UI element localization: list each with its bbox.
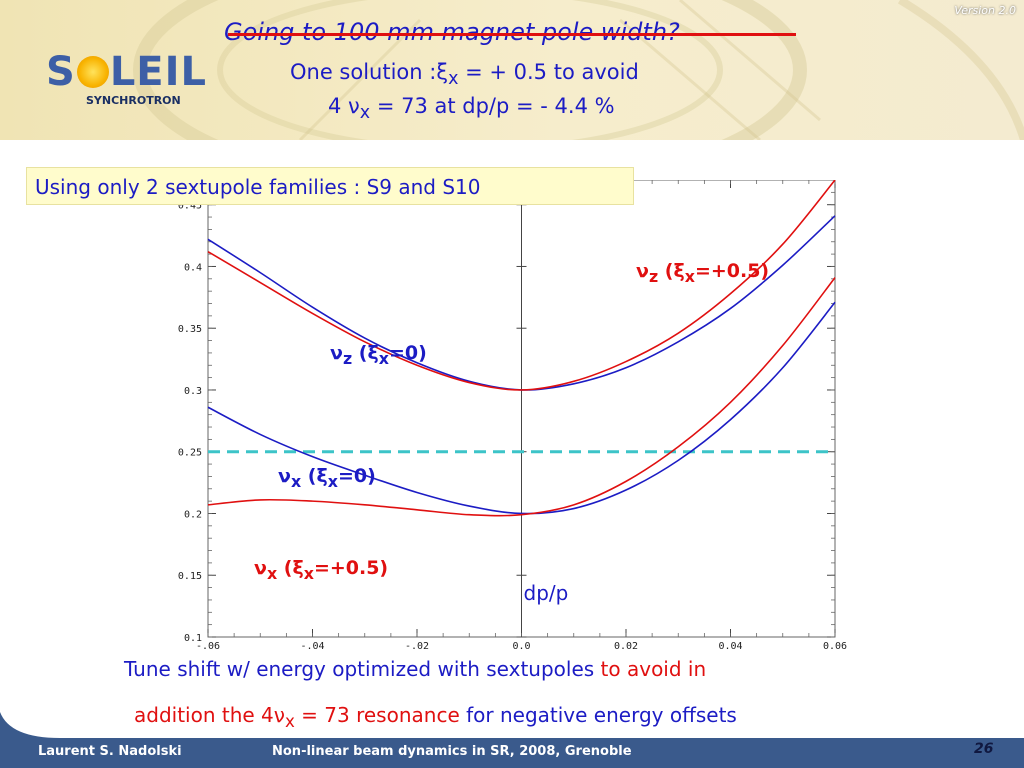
sextupole-note: Using only 2 sextupole families : S9 and…: [26, 167, 634, 205]
y-tick-label: 0.4: [184, 262, 202, 273]
y-tick-label: 0.15: [178, 571, 202, 582]
x-tick-label: -.04: [300, 641, 324, 650]
annotation-nux-xi05: νx (ξx=+0.5): [254, 557, 389, 583]
x-tick-label: -.02: [405, 641, 429, 650]
caption-line-1: Tune shift w/ energy optimized with sext…: [124, 657, 707, 681]
y-tick-label: 0.25: [178, 448, 202, 459]
series-line-3: [207, 277, 836, 517]
footer-bar: [0, 738, 1024, 768]
series-line-1: [207, 180, 836, 391]
caption-line-2: addition the 4νx = 73 resonance for nega…: [134, 703, 737, 731]
header-decoration: [133, 0, 1024, 140]
slide-subtitle-1: One solution :ξx = + 0.5 to avoid: [290, 60, 639, 90]
y-tick-label: 0.35: [178, 324, 202, 335]
x-tick-label: 0.06: [823, 641, 847, 650]
logo-subtitle: SYNCHROTRON: [86, 94, 181, 107]
title-strikethrough: [228, 33, 796, 36]
x-tick-label: 0.0: [512, 641, 530, 650]
y-tick-label: 0.3: [184, 386, 202, 397]
slide-subtitle-2: 4 νx = 73 at dp/p = - 4.4 %: [328, 94, 615, 124]
x-tick-label: -.06: [196, 641, 220, 650]
y-tick-label: 0.45: [178, 201, 202, 212]
version-label: Version 2.0: [954, 4, 1016, 17]
page-number: 26: [974, 741, 994, 757]
header-banner: S LEIL SYNCHROTRON: [0, 0, 1024, 140]
y-tick-label: 0.2: [184, 509, 202, 520]
annotation-nux-xi0: νx (ξx=0): [278, 465, 376, 491]
tune-shift-chart: -.06 -.04 -.02 0.0 0.02 0.04 0.06 0.1 0.15 0.2 0.2…: [178, 180, 847, 650]
annotation-nuz-xi05: νz (ξx=+0.5): [636, 260, 770, 286]
x-tick-label: 0.04: [718, 641, 742, 650]
slide-title: Going to 100 mm magnet pole width?: [224, 18, 680, 46]
footer-conference: Non-linear beam dynamics in SR, 2008, Gr…: [272, 744, 632, 759]
footer-author: Laurent S. Nadolski: [38, 744, 182, 759]
annotation-nuz-xi0: νz (ξx=0): [330, 342, 427, 368]
soleil-logo: S LEIL SYNCHROTRON: [46, 49, 207, 107]
x-axis-label: dp/p: [524, 581, 569, 605]
y-tick-label: 0.1: [184, 633, 202, 644]
sun-icon: [76, 56, 109, 88]
x-tick-label: 0.02: [614, 641, 638, 650]
